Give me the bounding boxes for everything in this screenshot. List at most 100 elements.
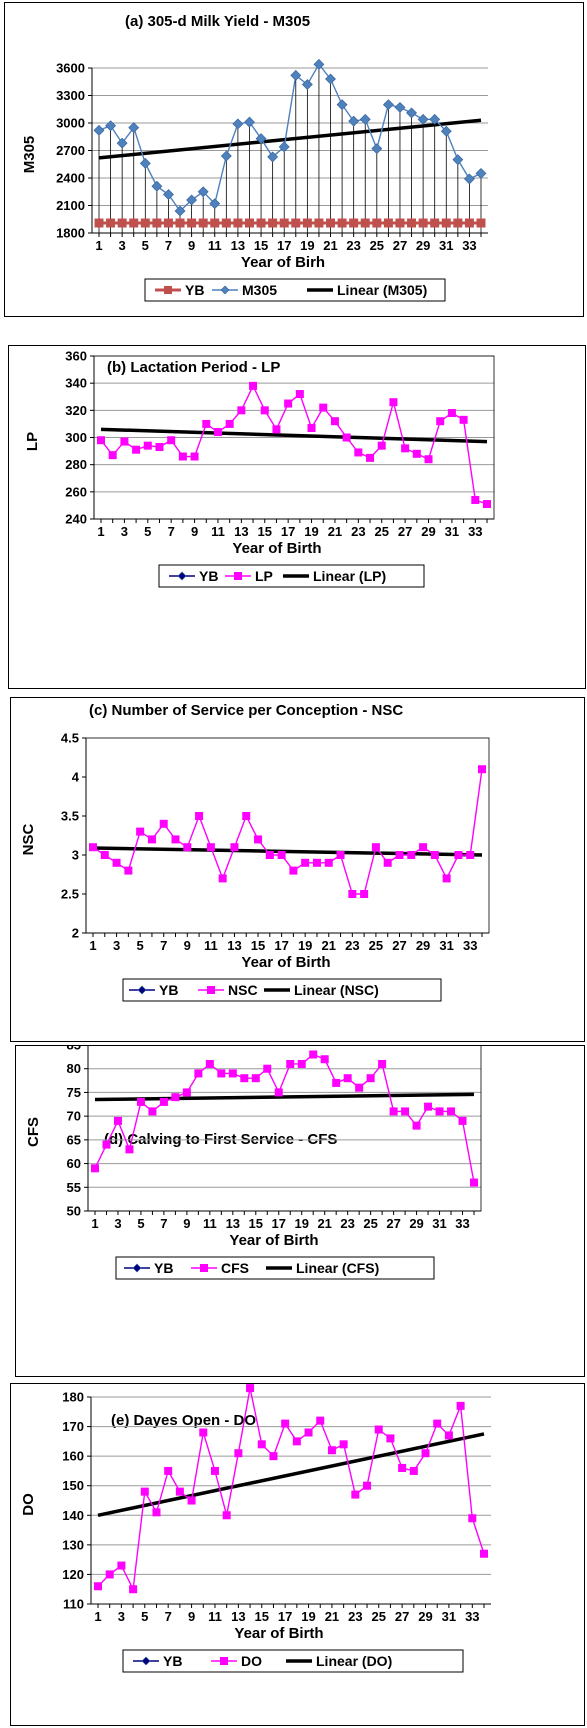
chart-m305-data-point	[186, 194, 198, 206]
chart-nsc-data-point	[348, 890, 357, 898]
chart-lp-ytick-label: 240	[65, 512, 87, 527]
chart-m305-data-point	[197, 186, 209, 198]
chart-lp-data-point	[483, 500, 491, 509]
chart-m305-data-point	[452, 154, 464, 166]
chart-cfs-xtick-label: 7	[160, 1216, 167, 1231]
chart-do-data-point	[444, 1431, 453, 1440]
chart-do-title: (e) Dayes Open - DO	[111, 1412, 256, 1429]
chart-nsc-data-point	[89, 843, 97, 852]
chart-m305-yb-point	[117, 218, 127, 228]
chart-cfs-xtick-label: 17	[272, 1216, 286, 1231]
chart-do-data-point	[117, 1561, 126, 1570]
chart-cfs-data-point	[125, 1145, 134, 1154]
chart-nsc-data-point	[360, 890, 369, 898]
chart-cfs-xtick-label: 33	[455, 1216, 469, 1231]
chart-m305-xtick-label: 11	[208, 238, 222, 253]
chart-do-data-point	[94, 1582, 102, 1591]
chart-lp-legend-label: Linear (LP)	[313, 568, 386, 584]
chart-cfs-ytick-label: 85	[67, 1046, 81, 1053]
chart-do-xtick-label: 31	[442, 1609, 456, 1624]
chart-m305-yb-point	[221, 218, 231, 228]
chart-panel-m305: (a) 305-d Milk Yield - M305 1800 2100 2400 2…	[4, 2, 584, 317]
chart-m305-data-point	[394, 101, 406, 113]
chart-cfs-data-point	[251, 1074, 260, 1083]
chart-panel-do: (e) Dayes Open - DO 110 120 130 140 150 160 170…	[10, 1383, 585, 1726]
chart-nsc-data-point	[100, 851, 109, 859]
chart-do-xtick-label: 33	[465, 1609, 479, 1624]
chart-m305-ytick-label: 3300	[56, 88, 85, 103]
chart-nsc-data-point	[407, 851, 416, 859]
chart-nsc-data-point	[312, 858, 321, 867]
chart-m305-xtick-label: 33	[462, 238, 476, 253]
chart-do-ytick-label: 140	[62, 1508, 84, 1523]
chart-m305-xtick-label: 13	[231, 238, 245, 253]
chart-m305-data-point	[128, 122, 140, 134]
chart-nsc-xtick-label: 19	[298, 938, 312, 953]
chart-do-data-point	[140, 1487, 149, 1496]
chart-lp-data-point	[213, 428, 222, 437]
chart-m305-xtick-label: 17	[277, 238, 291, 253]
chart-do-xtick-label: 25	[371, 1609, 385, 1624]
chart-m305-data-point	[417, 113, 429, 125]
chart-cfs-data-point	[297, 1059, 306, 1068]
chart-m305-trend-line	[98, 118, 482, 160]
chart-m305-yb-point	[106, 218, 116, 228]
chart-lp-data-point	[108, 451, 117, 460]
chart-nsc-data-point	[195, 812, 204, 820]
chart-cfs-data-point	[401, 1107, 410, 1116]
chart-nsc-xtick-label: 11	[204, 938, 218, 953]
chart-do-data-point	[409, 1466, 418, 1475]
chart-do-ylabel: DO	[20, 1493, 37, 1516]
chart-lp-data-point	[447, 409, 456, 418]
chart-nsc-data-point	[171, 835, 180, 844]
chart-m305-data-point	[313, 58, 325, 70]
chart-lp-xtick-label: 5	[144, 524, 151, 539]
chart-do-ytick-label: 160	[62, 1449, 84, 1464]
chart-panel-lp: (b) Lactation Period - LP 240 260 280 300 320…	[8, 345, 586, 689]
chart-cfs-plot-frame	[87, 1046, 482, 1212]
chart-nsc-ylabel: NSC	[20, 823, 37, 855]
chart-lp-xtick-label: 25	[374, 524, 388, 539]
chart-do-data-point	[164, 1466, 173, 1475]
chart-nsc-data-point	[254, 835, 263, 844]
chart-cfs-data-point	[332, 1078, 341, 1087]
chart-lp-xtick-label: 7	[168, 524, 175, 539]
chart-cfs-data-point	[91, 1164, 99, 1173]
chart-nsc-xtick-label: 15	[251, 938, 265, 953]
chart-lp-data-point	[354, 448, 363, 457]
chart-cfs-legend-label: YB	[154, 1260, 173, 1276]
chart-m305-xtick-label: 1	[95, 238, 102, 253]
chart-do-xtick-label: 15	[255, 1609, 269, 1624]
chart-m305-data-point	[371, 143, 383, 155]
chart-cfs-data-point	[309, 1050, 318, 1059]
chart-cfs-xlabel: Year of Birth	[229, 1232, 318, 1249]
chart-m305-xtick-label: 3	[119, 238, 126, 253]
chart-do-data-point	[456, 1401, 465, 1410]
chart-m305-data-point	[244, 116, 255, 128]
chart-cfs-data-point	[194, 1069, 203, 1078]
chart-cfs-ytick-label: 70	[67, 1109, 81, 1124]
chart-do-data-point	[281, 1419, 290, 1428]
chart-cfs-data-point	[447, 1107, 456, 1116]
chart-lp-data-point	[366, 453, 375, 462]
chart-m305-xtick-label: 25	[370, 238, 384, 253]
chart-nsc-data-point	[419, 843, 428, 852]
chart-m305-yb-point	[279, 218, 289, 228]
chart-m305-svg: (a) 305-d Milk Yield - M305 1800 2100 2400 2…	[21, 13, 488, 302]
chart-lp-legend-label: LP	[255, 568, 273, 584]
chart-m305-data-point	[163, 189, 174, 200]
chart-nsc-xlabel: Year of Birth	[241, 954, 330, 971]
chart-m305-yb-point	[256, 218, 266, 228]
chart-lp-ytick-label: 340	[65, 376, 87, 391]
chart-do-series-line	[97, 1387, 485, 1592]
chart-m305-data-point	[429, 113, 441, 125]
chart-do-xtick-label: 21	[325, 1609, 339, 1624]
chart-cfs-data-point	[424, 1102, 433, 1111]
chart-cfs-data-point	[217, 1069, 226, 1078]
chart-do-xtick-label: 3	[118, 1609, 125, 1624]
chart-m305-ytick-label: 2400	[56, 171, 85, 186]
chart-cfs-data-point	[171, 1093, 180, 1102]
chart-nsc-data-point	[124, 866, 133, 875]
chart-do-legend-label: YB	[163, 1653, 182, 1669]
chart-nsc-data-point	[289, 866, 298, 875]
